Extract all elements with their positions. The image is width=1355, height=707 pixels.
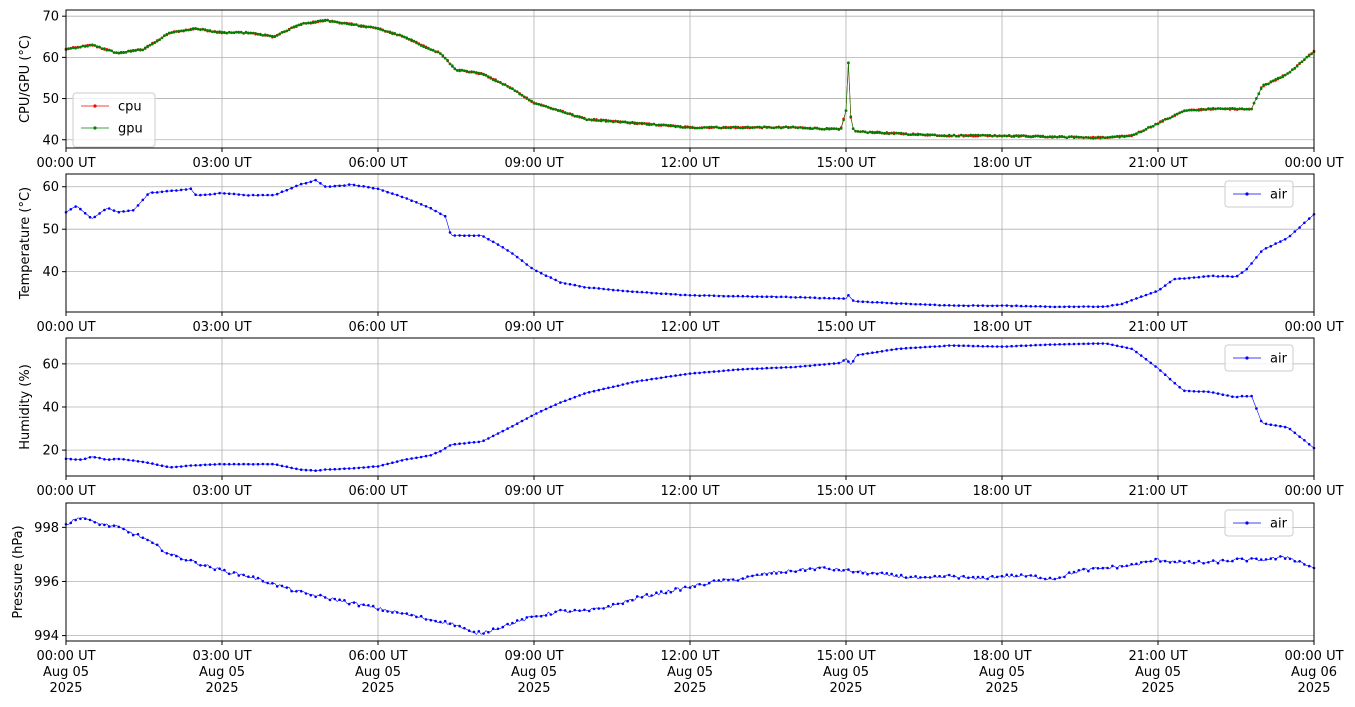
legend-marker-gpu [93, 126, 97, 130]
legend-label-air: air [1270, 517, 1288, 532]
x-tick-year: 2025 [673, 681, 706, 696]
x-tick-date: Aug 05 [979, 665, 1025, 680]
y-tick-label: 40 [42, 265, 59, 280]
x-tick-label: 18:00 UT [972, 156, 1031, 171]
x-tick-label: 03:00 UT [192, 320, 251, 335]
x-tick-label: 00:00 UT [36, 484, 95, 499]
x-tick-label: 18:00 UT [972, 649, 1031, 664]
x-tick-date: Aug 05 [43, 665, 89, 680]
y-tick-label: 60 [42, 51, 59, 66]
x-tick-year: 2025 [985, 681, 1018, 696]
series-line-air [65, 179, 1315, 308]
x-tick-label: 15:00 UT [816, 156, 875, 171]
y-tick-label: 60 [42, 357, 59, 372]
legend-marker-air [1245, 521, 1249, 525]
y-tick-label: 70 [42, 10, 59, 25]
x-tick-label: 06:00 UT [348, 156, 407, 171]
x-tick-label: 12:00 UT [660, 320, 719, 335]
x-tick-year: 2025 [49, 681, 82, 696]
x-tick-label: 03:00 UT [192, 156, 251, 171]
x-tick-year: 2025 [1141, 681, 1174, 696]
x-tick-label: 18:00 UT [972, 484, 1031, 499]
x-tick-label: 21:00 UT [1128, 156, 1187, 171]
y-axis-label: Pressure (hPa) [11, 525, 26, 618]
series-gpu [64, 18, 1316, 140]
x-tick-label: 00:00 UT [36, 156, 95, 171]
x-tick-label: 03:00 UT [192, 649, 251, 664]
series-air [64, 342, 1316, 473]
series-air [64, 178, 1316, 309]
x-tick-label: 09:00 UT [504, 156, 563, 171]
x-tick-year: 2025 [1297, 681, 1330, 696]
x-tick-label: 15:00 UT [816, 649, 875, 664]
x-tick-label: 21:00 UT [1128, 649, 1187, 664]
x-tick-label: 12:00 UT [660, 649, 719, 664]
x-tick-label: 21:00 UT [1128, 320, 1187, 335]
x-tick-label: 06:00 UT [348, 484, 407, 499]
x-tick-label: 18:00 UT [972, 320, 1031, 335]
x-tick-label: 15:00 UT [816, 320, 875, 335]
legend-label-air: air [1270, 188, 1288, 203]
x-tick-year: 2025 [829, 681, 862, 696]
x-tick-date: Aug 05 [355, 665, 401, 680]
x-tick-label: 00:00 UT [36, 320, 95, 335]
y-tick-label: 996 [34, 575, 59, 590]
x-tick-date: Aug 05 [511, 665, 557, 680]
x-tick-date: Aug 06 [1291, 665, 1337, 680]
y-tick-label: 60 [42, 180, 59, 195]
series-line-air [66, 343, 1315, 472]
y-tick-label: 50 [42, 92, 59, 107]
y-axis-label: Humidity (%) [18, 364, 33, 450]
series-line-air [65, 516, 1315, 635]
legend-marker-air [1245, 192, 1249, 196]
x-tick-label: 09:00 UT [504, 649, 563, 664]
x-tick-label: 21:00 UT [1128, 484, 1187, 499]
x-tick-label: 09:00 UT [504, 320, 563, 335]
y-tick-label: 20 [42, 444, 59, 459]
legend: cpu gpu [72, 92, 156, 148]
legend: air [1224, 344, 1294, 372]
x-tick-label: 00:00 UT [1284, 484, 1343, 499]
x-tick-year: 2025 [517, 681, 550, 696]
x-tick-date: Aug 05 [1135, 665, 1181, 680]
legend-label-cpu: cpu [118, 100, 142, 115]
y-tick-label: 40 [42, 401, 59, 416]
series-line-gpu [65, 19, 1315, 139]
x-tick-year: 2025 [361, 681, 394, 696]
x-tick-label: 00:00 UT [1284, 320, 1343, 335]
x-tick-label: 06:00 UT [348, 320, 407, 335]
legend-box [72, 92, 156, 148]
legend-label-air: air [1270, 352, 1288, 367]
series-air [64, 516, 1316, 635]
x-tick-label: 00:00 UT [36, 649, 95, 664]
x-tick-date: Aug 05 [199, 665, 245, 680]
x-tick-label: 00:00 UT [1284, 156, 1343, 171]
x-tick-year: 2025 [205, 681, 238, 696]
y-tick-label: 50 [42, 223, 59, 238]
x-tick-label: 06:00 UT [348, 649, 407, 664]
legend-marker-cpu [93, 104, 97, 108]
x-tick-label: 12:00 UT [660, 484, 719, 499]
chart-panel-2: 40 50 60 Temperature (°C) 00:00 UT 03:00 UT 06… [18, 173, 1344, 335]
y-axis-label: CPU/GPU (°C) [18, 35, 33, 123]
x-tick-label: 03:00 UT [192, 484, 251, 499]
y-tick-label: 998 [34, 521, 59, 536]
legend-label-gpu: gpu [118, 122, 143, 137]
x-tick-label: 12:00 UT [660, 156, 719, 171]
x-tick-label: 00:00 UT [1284, 649, 1343, 664]
legend-marker-air [1245, 356, 1249, 360]
x-tick-label: 15:00 UT [816, 484, 875, 499]
x-tick-label: 09:00 UT [504, 484, 563, 499]
y-axis-label: Temperature (°C) [18, 187, 33, 300]
chart-panel-1: 40 50 60 70 CPU/GPU (°C) 00:00 UT 03:00 UT 06:0… [18, 9, 1344, 171]
legend: air [1224, 509, 1294, 537]
x-tick-date: Aug 05 [667, 665, 713, 680]
x-tick-date: Aug 05 [823, 665, 869, 680]
y-tick-label: 994 [34, 629, 59, 644]
y-tick-label: 40 [42, 133, 59, 148]
chart-panel-3: 20 40 60 Humidity (%) 00:00 UT 03:00 UT 06:00 … [18, 337, 1344, 499]
legend: air [1224, 180, 1294, 208]
